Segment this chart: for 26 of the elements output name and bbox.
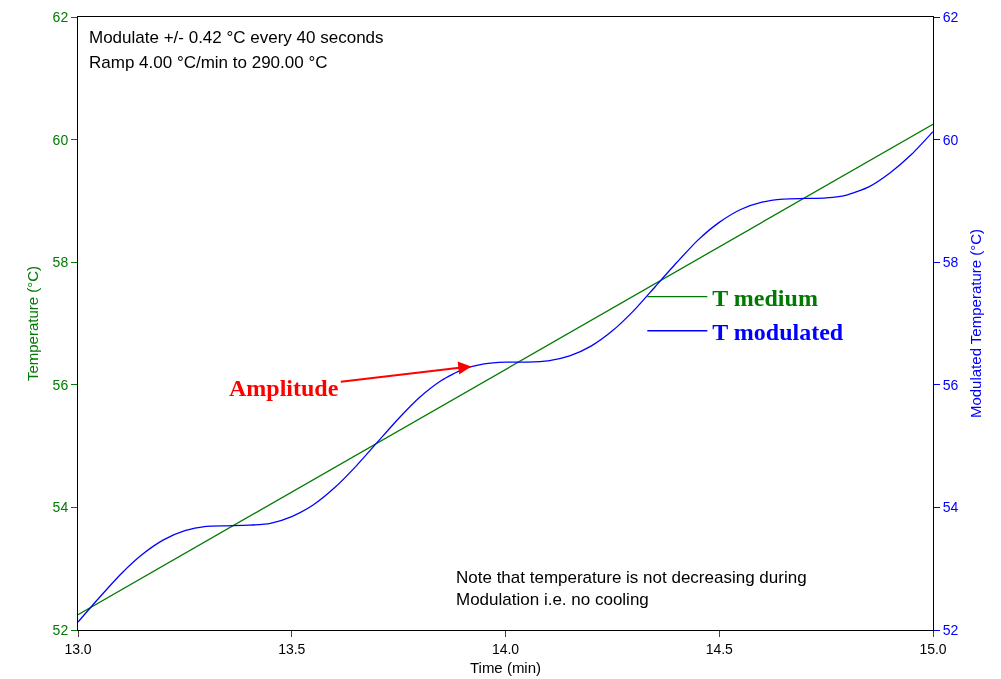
y2-tick-label: 52 — [942, 621, 959, 638]
y-axis-title: Temperature (°C) — [24, 265, 41, 382]
y2-tick-label: 54 — [942, 499, 959, 516]
x-axis-title: Time (min) — [469, 658, 542, 676]
legend-label: T modulated — [712, 319, 844, 346]
y-tick-label: 54 — [52, 499, 69, 516]
y2-tick-label: 56 — [942, 376, 959, 393]
x-tick-label: 15.0 — [919, 640, 947, 657]
y2-tick-label: 60 — [942, 131, 959, 148]
x-tick-label: 14.0 — [491, 640, 520, 657]
x-tick-label: 13.0 — [64, 640, 92, 657]
legend-label: T medium — [712, 284, 818, 311]
annotation: Amplitude — [229, 375, 339, 401]
y-tick-label: 58 — [52, 254, 69, 271]
y2-axis-title: Modulated Temperature (°C) — [966, 228, 984, 419]
y-tick-label: 60 — [52, 131, 69, 148]
annotation: Ramp 4.00 °C/min to 290.00 °C — [89, 53, 328, 72]
y2-tick-label: 58 — [942, 254, 959, 271]
y2-tick-label: 62 — [942, 8, 959, 25]
annotation: Modulate +/- 0.42 °C every 40 seconds — [89, 28, 384, 47]
x-tick-label: 14.5 — [705, 640, 734, 657]
annotation: Note that temperature is not decreasing during Modulation i.e. no cooling — [456, 568, 807, 610]
x-tick-label: 13.5 — [278, 640, 306, 657]
y-tick-label: 56 — [52, 376, 69, 393]
y-tick-label: 62 — [52, 8, 69, 25]
y-tick-label: 52 — [52, 621, 69, 638]
